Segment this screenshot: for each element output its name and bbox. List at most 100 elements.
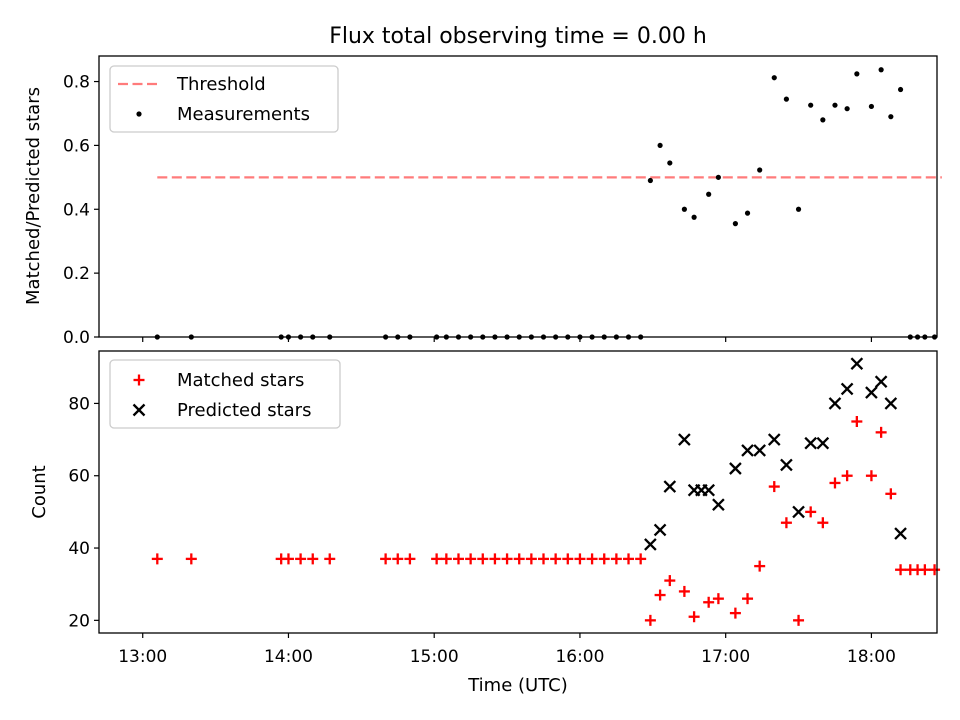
- measurement-point: [868, 103, 875, 110]
- top-legend-box: [109, 65, 339, 133]
- matched-point: [501, 553, 513, 565]
- measurement-point: [808, 102, 814, 108]
- top-plot-frame: [98, 55, 938, 338]
- matched-point: [664, 575, 676, 587]
- predicted-point: [644, 538, 657, 551]
- matched-point: [598, 553, 610, 565]
- predicted-point-b: [663, 480, 677, 493]
- bottom-plot-frame: [98, 350, 938, 634]
- matched-point: [586, 553, 598, 565]
- predicted-point-b: [874, 375, 888, 389]
- top-y-tick-label: 0.4: [63, 200, 90, 220]
- matched-point: [610, 553, 622, 565]
- matched-point: [562, 553, 574, 565]
- top-panel: 0.00.20.40.60.8 Matched/Predicted stars …: [23, 55, 942, 348]
- measurement-point: [888, 114, 894, 120]
- predicted-point: [865, 386, 878, 399]
- measurement-point: [691, 214, 697, 220]
- matched-point: [829, 477, 841, 489]
- matched-point: [513, 553, 525, 565]
- predicted-point: [840, 382, 854, 396]
- chart-title: Flux total observing time = 0.00 h: [329, 24, 707, 49]
- measurement-point: [744, 210, 751, 216]
- legend-threshold-label: Threshold: [176, 74, 266, 95]
- measurement-point: [854, 71, 860, 77]
- matched-point: [185, 553, 197, 565]
- matched-point: [678, 585, 690, 597]
- matched-point: [754, 560, 766, 572]
- matched-point: [793, 614, 805, 626]
- measurement-point: [757, 167, 763, 173]
- predicted-point: [850, 357, 864, 370]
- top-y-tick-label: 0.6: [63, 136, 90, 156]
- matched-point: [817, 517, 829, 529]
- predicted-point: [828, 397, 842, 410]
- matched-point: [729, 607, 741, 619]
- x-axis-label: Time (UTC): [467, 675, 568, 696]
- matched-point: [875, 426, 887, 438]
- legend-matched-marker: [133, 374, 145, 386]
- measurement-point: [657, 142, 663, 149]
- matched-point: [780, 517, 792, 529]
- matched-point: [295, 553, 307, 565]
- matched-point: [654, 589, 666, 601]
- bottom-legend-box: [109, 359, 341, 429]
- matched-point: [282, 553, 294, 565]
- predicted-point: [741, 444, 754, 457]
- matched-point: [151, 553, 163, 565]
- measurement-point: [681, 206, 687, 212]
- bottom-y-axis-label: Count: [29, 465, 50, 518]
- measurement-point: [844, 106, 850, 112]
- legend-matched-label: Matched stars: [177, 370, 304, 391]
- legend-predicted-marker: [132, 403, 146, 417]
- predicted-point: [792, 505, 805, 519]
- matched-point: [929, 564, 941, 576]
- legend-matched-plus: [133, 374, 145, 386]
- matched-point: [324, 553, 336, 565]
- predicted-point-b: [741, 444, 754, 457]
- matched-point: [452, 553, 464, 565]
- matched-point: [392, 553, 404, 565]
- matched-point: [550, 553, 562, 565]
- predicted-point-b: [840, 382, 854, 396]
- predicted-point-b: [767, 433, 781, 446]
- bottom-y-tick-label: 80: [68, 394, 90, 414]
- matched-point: [851, 416, 863, 427]
- measurement-point: [897, 86, 904, 93]
- x-tick-label: 15:00: [410, 647, 459, 667]
- matched-point: [538, 553, 550, 565]
- x-tick-label: 16:00: [555, 647, 604, 667]
- matched-point: [404, 553, 416, 565]
- measurement-point: [878, 67, 884, 73]
- measurement-point: [795, 206, 802, 212]
- predicted-point-b: [702, 483, 715, 497]
- predicted-point: [712, 498, 725, 511]
- legend-measurements-label: Measurements: [177, 104, 310, 125]
- predicted-point-b: [644, 538, 657, 551]
- measurement-point: [715, 174, 721, 180]
- predicted-point: [804, 436, 818, 450]
- predicted-point: [874, 375, 888, 389]
- measurement-point: [832, 102, 838, 108]
- bottom-y-tick-label: 20: [68, 611, 90, 631]
- x-tick-label: 17:00: [701, 647, 750, 667]
- measurement-point: [647, 177, 653, 184]
- predicted-point: [767, 433, 781, 446]
- legend-measurements-marker: [136, 111, 142, 117]
- matched-point: [742, 593, 754, 605]
- predicted-point-b: [828, 397, 842, 410]
- bottom-legend: Matched stars Predicted stars: [109, 359, 341, 429]
- predicted-point: [780, 458, 793, 472]
- x-tick-label: 18:00: [847, 647, 896, 667]
- predicted-point-b: [712, 498, 725, 511]
- predicted-point-b: [792, 505, 805, 519]
- predicted-point: [894, 527, 907, 540]
- matched-point: [477, 553, 489, 565]
- top-y-tick-label: 0.2: [63, 264, 90, 284]
- top-y-axis-label: Matched/Predicted stars: [23, 87, 44, 305]
- top-legend: Threshold Measurements: [109, 65, 339, 133]
- matched-point: [919, 564, 931, 576]
- legend-predicted-x: [132, 403, 146, 417]
- predicted-point: [729, 462, 742, 475]
- matched-point: [703, 596, 715, 608]
